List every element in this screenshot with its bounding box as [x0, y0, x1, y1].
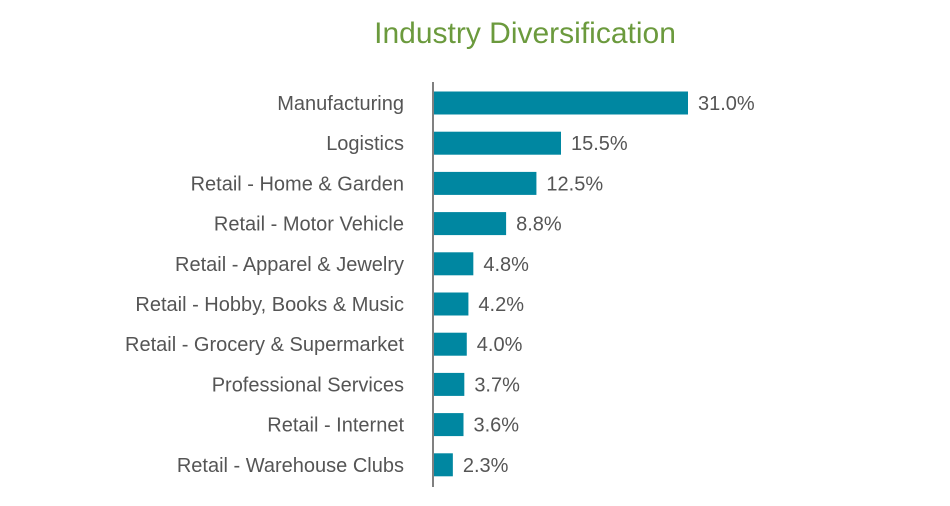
category-label: Retail - Motor Vehicle [214, 214, 404, 236]
value-label: 4.2% [478, 294, 524, 316]
category-label: Retail - Home & Garden [191, 173, 404, 195]
bar [434, 332, 467, 356]
bar [434, 453, 453, 477]
bar [434, 413, 464, 437]
bar [434, 252, 474, 276]
value-label: 3.7% [474, 374, 520, 396]
category-label: Retail - Internet [267, 415, 404, 437]
value-label: 2.3% [463, 455, 509, 477]
value-label: 15.5% [571, 133, 628, 155]
value-label: 8.8% [516, 214, 562, 236]
bar [434, 131, 561, 155]
category-label: Retail - Apparel & Jewelry [175, 254, 404, 276]
bar [434, 372, 465, 396]
category-label: Logistics [326, 133, 404, 155]
category-label: Manufacturing [277, 93, 404, 115]
category-label: Professional Services [212, 374, 404, 396]
bar [434, 171, 537, 195]
category-label: Retail - Warehouse Clubs [177, 455, 404, 477]
value-label: 31.0% [698, 93, 755, 115]
value-label: 3.6% [473, 415, 519, 437]
value-label: 4.8% [483, 254, 529, 276]
bars-layer: Manufacturing 31.0% Logistics 15.5% Retail -… [125, 91, 755, 477]
value-label: 4.0% [477, 334, 523, 356]
value-label: 12.5% [546, 173, 603, 195]
bar [434, 212, 507, 236]
bar [434, 91, 688, 115]
category-label: Retail - Grocery & Supermarket [125, 334, 404, 356]
bar [434, 292, 469, 316]
category-label: Retail - Hobby, Books & Music [135, 294, 404, 316]
chart-title: Industry Diversification [374, 17, 676, 50]
